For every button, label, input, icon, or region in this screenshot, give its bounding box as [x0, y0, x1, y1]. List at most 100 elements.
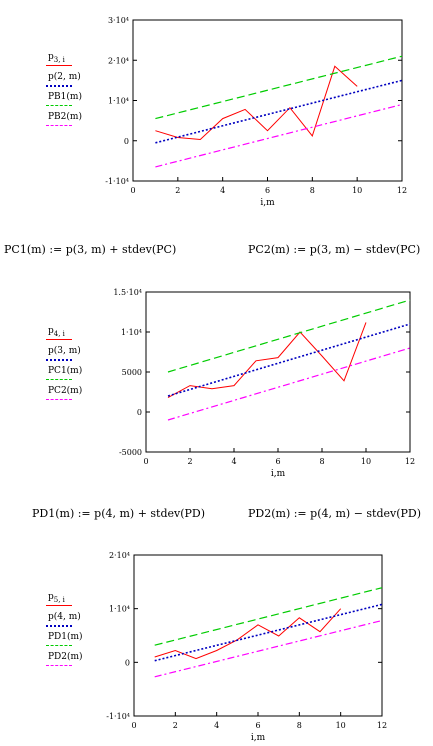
legend-label: p(4, m) — [48, 612, 81, 622]
legend-item: p5, i — [46, 592, 126, 612]
legend-label: p(2, m) — [48, 72, 81, 82]
x-tick-label: 4 — [220, 186, 225, 195]
y-tick-label: 0 — [124, 137, 129, 146]
x-tick-label: 12 — [405, 457, 415, 466]
y-tick-label: 1·10⁴ — [109, 605, 130, 614]
y-tick-label: 0 — [125, 658, 130, 667]
legend-label: p5, i — [48, 592, 65, 604]
plot-3: 2·10⁴ 1·10⁴ 0 -1·10⁴ 0 2 4 6 8 10 12 i,m p5, i p(4, … — [0, 540, 433, 746]
legend-item: PC2(m) — [46, 386, 126, 406]
x-tick-label: 8 — [310, 186, 315, 195]
legend-label: PD1(m) — [48, 632, 83, 642]
x-tick-label: 4 — [231, 457, 236, 466]
y-tick-label: -5000 — [119, 448, 142, 457]
legend-swatch — [46, 645, 72, 646]
legend-label-subscript: 4, i — [53, 329, 65, 338]
series-line-1 — [167, 322, 367, 399]
legend-swatch — [46, 379, 72, 380]
y-tick-label: 0 — [137, 408, 142, 417]
legend-label-subscript: 3, i — [53, 55, 65, 64]
plot-2: 1.5·10⁴ 1·10⁴ 5000 0 -5000 0 2 4 6 8 10 12 i,m p4, i… — [0, 280, 433, 490]
legend-label: PC1(m) — [48, 366, 83, 376]
formula-pc2: PC2(m) := p(3, m) − stdev(PC) — [248, 243, 421, 256]
legend-item: p3, i — [46, 52, 126, 72]
x-tick-label: 2 — [187, 457, 192, 466]
series-line-2 — [155, 79, 403, 144]
legend-label: PD2(m) — [48, 652, 83, 662]
series-line-3 — [167, 299, 411, 373]
legend-swatch — [46, 605, 72, 606]
formula-pd2: PD2(m) := p(4, m) − stdev(PD) — [248, 507, 422, 520]
legend-swatch — [46, 125, 72, 126]
legend-item: PB1(m) — [46, 92, 126, 112]
x-axis-label: i,m — [271, 469, 286, 479]
x-tick-label: 0 — [130, 186, 135, 195]
x-tick-label: 8 — [297, 721, 302, 730]
legend-item: PC1(m) — [46, 366, 126, 386]
formula-pc1: PC1(m) := p(3, m) + stdev(PC) — [4, 243, 177, 256]
x-tick-label: 6 — [255, 721, 260, 730]
plot-frame — [133, 554, 383, 717]
legend-label: p4, i — [48, 326, 65, 338]
plot-frame — [132, 19, 403, 182]
legend-swatch — [46, 105, 72, 106]
formula-pd1: PD1(m) := p(4, m) + stdev(PD) — [32, 507, 206, 520]
legend-swatch — [46, 339, 72, 340]
series-line-2 — [167, 323, 411, 397]
legend-swatch — [46, 65, 72, 66]
legend-swatch — [46, 359, 72, 361]
y-tick-label: 3·10⁴ — [108, 16, 129, 25]
series-line-3 — [155, 55, 403, 120]
y-tick-label: 5000 — [122, 368, 142, 377]
y-tick-label: -1·10⁴ — [106, 712, 130, 721]
y-tick-label: 2·10⁴ — [108, 56, 129, 65]
legend-item: p(4, m) — [46, 612, 126, 632]
x-tick-label: 4 — [214, 721, 219, 730]
legend-swatch — [46, 625, 72, 627]
y-tick-label: 1·10⁴ — [121, 328, 142, 337]
legend-label: p3, i — [48, 52, 65, 64]
x-tick-label: 0 — [143, 457, 148, 466]
legend-label: PB2(m) — [48, 112, 82, 122]
plot-1: 3·10⁴ 2·10⁴ 1·10⁴ 0 -1·10⁴ 0 2 4 6 8 10 12 i,m p3, i… — [0, 0, 433, 215]
legend-swatch — [46, 85, 72, 87]
series-line-1 — [155, 65, 358, 141]
y-tick-label: 1·10⁴ — [108, 97, 129, 106]
legend-item: PB2(m) — [46, 112, 126, 132]
x-tick-label: 12 — [377, 721, 387, 730]
x-axis-label: i,m — [260, 198, 275, 208]
x-tick-label: 12 — [397, 186, 407, 195]
plot-frame — [145, 291, 411, 453]
series-line-3 — [154, 587, 383, 646]
legend-label-subscript: 5, i — [53, 595, 65, 604]
x-tick-label: 8 — [319, 457, 324, 466]
legend-item: p(3, m) — [46, 346, 126, 366]
x-tick-label: 2 — [173, 721, 178, 730]
legend-label: PC2(m) — [48, 386, 83, 396]
x-tick-label: 6 — [275, 457, 280, 466]
x-axis-label: i,m — [251, 733, 266, 743]
legend-item: PD1(m) — [46, 632, 126, 652]
y-tick-label: -1·10⁴ — [105, 177, 129, 186]
legend-item: p4, i — [46, 326, 126, 346]
series-line-4 — [154, 619, 383, 678]
legend-label: p(3, m) — [48, 346, 81, 356]
legend-swatch — [46, 665, 72, 666]
x-tick-label: 6 — [265, 186, 270, 195]
y-tick-label: 2·10⁴ — [109, 551, 130, 560]
x-tick-label: 0 — [131, 721, 136, 730]
series-line-1 — [154, 608, 342, 660]
legend-item: p(2, m) — [46, 72, 126, 92]
legend-label: PB1(m) — [48, 92, 82, 102]
x-tick-label: 10 — [361, 457, 371, 466]
x-tick-label: 10 — [336, 721, 346, 730]
series-line-4 — [155, 103, 403, 168]
series-line-4 — [167, 347, 411, 421]
series-line-2 — [154, 603, 383, 662]
x-tick-label: 10 — [352, 186, 362, 195]
y-tick-label: 1.5·10⁴ — [113, 288, 142, 297]
legend-item: PD2(m) — [46, 652, 126, 672]
